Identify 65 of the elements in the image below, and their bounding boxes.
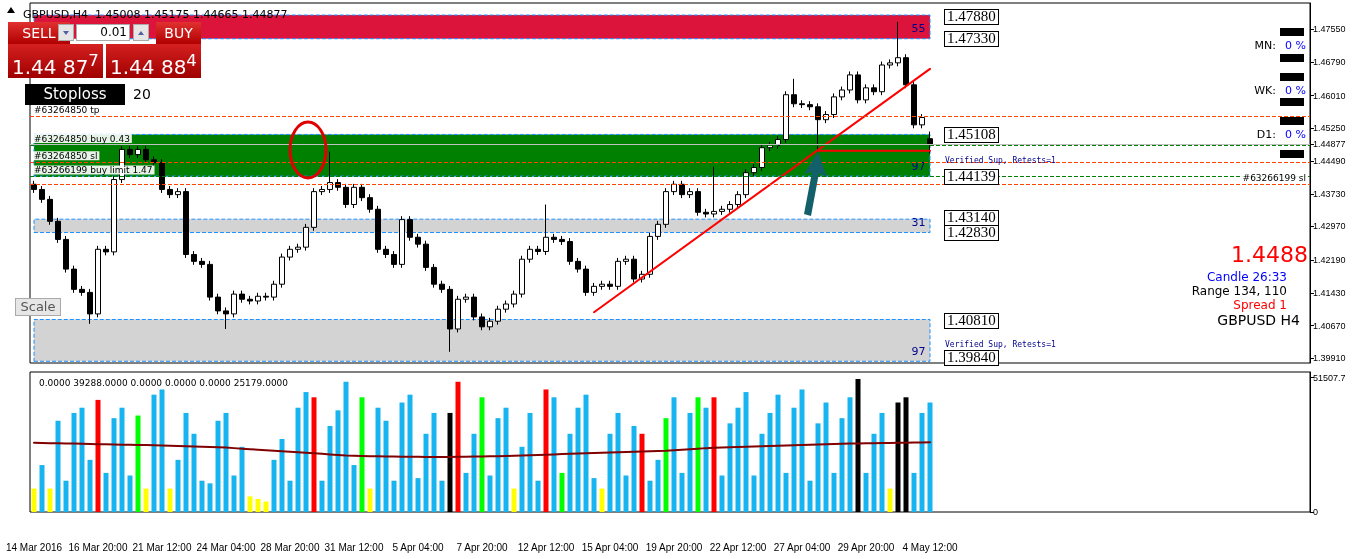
annotation: 0 % [1285, 128, 1306, 141]
x-tick-label: 7 Apr 20:00 [456, 541, 509, 553]
x-tick-label: 29 Apr 20:00 [837, 541, 895, 553]
y-tick-label: 1.43730 [1313, 188, 1346, 199]
annotation: 1.44 88$^{4}$ [106, 44, 201, 79]
annotation: Range 134, 110 [1191, 284, 1287, 298]
x-tick-label: 16 Mar 20:00 [68, 541, 128, 553]
y-tick-label: 1.42190 [1313, 255, 1346, 266]
x-tick-label: 24 Mar 04:00 [196, 541, 256, 553]
x-tick-label: 12 Apr 12:00 [517, 541, 575, 553]
ref-line-label: #63264850 sl [34, 150, 98, 161]
annotation: Spread 1 [1233, 298, 1287, 312]
x-tick-label: 14 Mar 2016 [5, 541, 63, 553]
y-tick-label: 1.39910 [1313, 353, 1346, 364]
annotation: Stoploss [25, 84, 125, 105]
annotation: MN: [1254, 39, 1276, 52]
band-label: 31 [911, 216, 926, 230]
annotation: 0.01 [76, 24, 130, 41]
y-tick-label: 1.46010 [1313, 90, 1346, 101]
y-tick-label: 1.46790 [1313, 57, 1346, 67]
annotation: 1.39840 [944, 349, 999, 366]
annotation: 1.42830 [944, 224, 999, 241]
x-tick-label: 19 Apr 20:00 [645, 541, 703, 553]
annotation: 1.47880 [944, 8, 999, 25]
y-tick-label: 1.45250 [1313, 123, 1346, 134]
ref-line-label: #63266199 buy limit 1.47 [34, 165, 153, 176]
y-tick-label: 1.47550 [1313, 24, 1346, 35]
annotation: 1.45108 [944, 126, 999, 143]
annotation: Candle 26:33 [1206, 270, 1287, 284]
annotation: Scale [15, 298, 61, 316]
annotation: 1.4488 [1231, 242, 1308, 267]
y-tick-label: 51507.7 [1313, 372, 1346, 383]
ref-line-label: #63266199 sl [1242, 172, 1306, 183]
band-label: 55 [911, 22, 926, 36]
annotation: SELL [8, 22, 70, 44]
annotation: 0 % [1285, 84, 1306, 97]
ref-line-label: #63264850 tp [34, 105, 100, 116]
y-tick-label: 1.44490 [1313, 156, 1346, 167]
x-tick-label: 15 Apr 04:00 [581, 541, 639, 553]
y-tick-label: 1.44877 [1313, 139, 1346, 150]
annotation: 0 % [1285, 39, 1306, 52]
x-tick-label: 4 May 12:00 [902, 541, 958, 553]
annotation: 1.44139 [944, 168, 999, 185]
y-tick-label: 1.40670 [1313, 320, 1346, 331]
ref-line-label: #63264850 buy 0.43 [34, 133, 130, 144]
annotation: WK: [1254, 84, 1276, 97]
annotation: Verified Sup, Retests=1 [945, 340, 1056, 349]
annotation: 1.40810 [944, 312, 999, 329]
x-tick-label: 31 Mar 12:00 [324, 541, 384, 553]
x-tick-label: 22 Apr 12:00 [709, 541, 767, 553]
annotation: 1.44 87$^{7}$ [8, 44, 103, 79]
annotation: 1.43140 [944, 209, 999, 226]
annotation: 20 [133, 86, 151, 102]
annotation: D1: [1256, 128, 1276, 141]
x-tick-label: 21 Mar 12:00 [132, 541, 192, 553]
x-tick-label: 28 Mar 20:00 [260, 541, 320, 553]
annotation: BUY [156, 22, 201, 44]
x-tick-label: 27 Apr 04:00 [773, 541, 831, 553]
annotation: 1.47330 [944, 30, 999, 47]
y-tick-label: 1.41430 [1313, 287, 1346, 298]
band-label: 97 [911, 344, 926, 358]
annotation: GBPUSD H4 [1217, 312, 1300, 328]
x-tick-label: 5 Apr 04:00 [392, 541, 445, 553]
text: 0.0000 39288.0000 0.0000 0.0000 0.0000 25179.0000 [39, 377, 289, 388]
y-tick-label: 1.42970 [1313, 221, 1346, 232]
